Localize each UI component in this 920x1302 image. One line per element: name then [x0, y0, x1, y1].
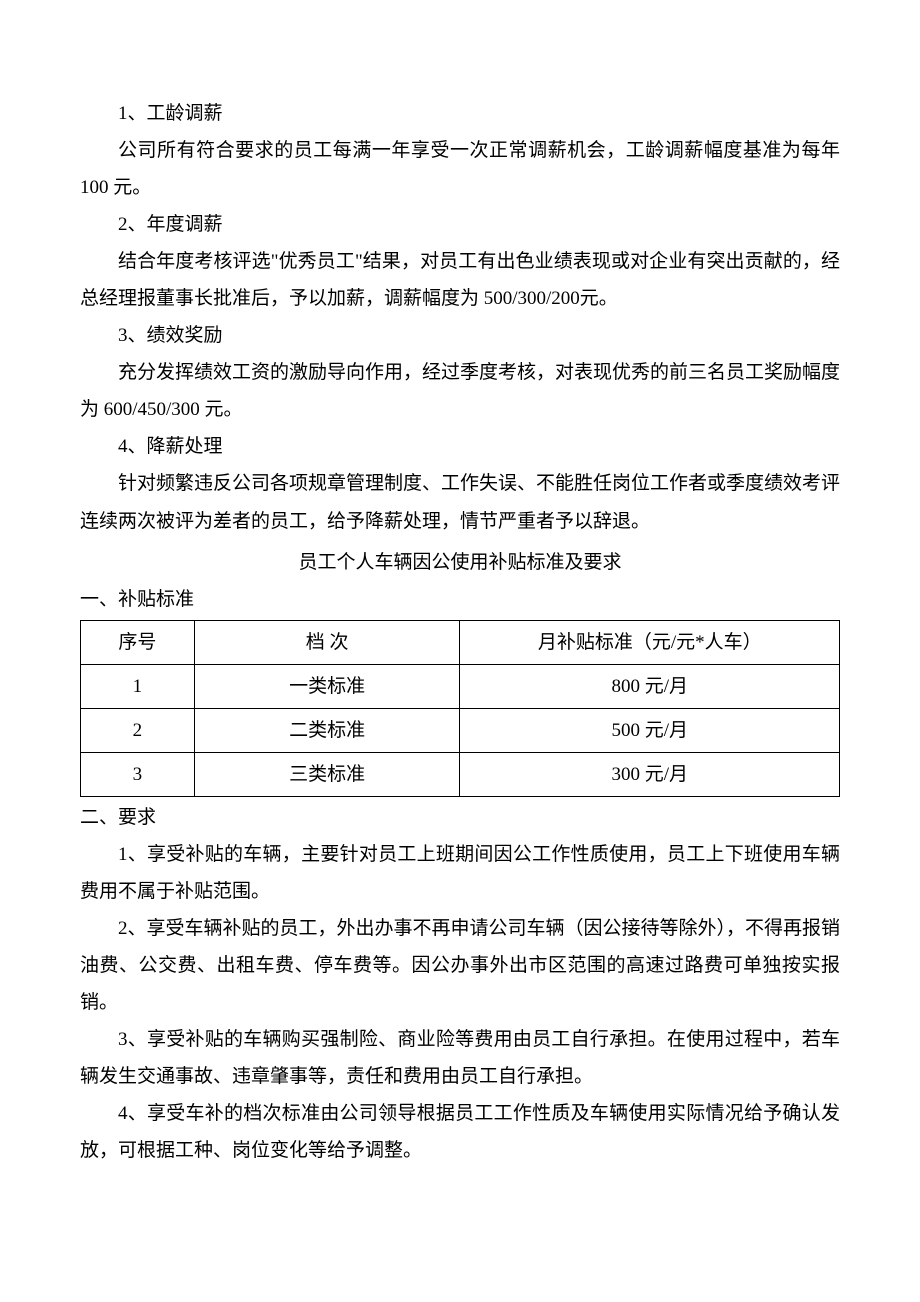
subsidy-table: 序号 档 次 月补贴标准（元/元*人车） 1 一类标准 800 元/月 2 二类…: [80, 620, 840, 797]
table-row: 3 三类标准 300 元/月: [81, 752, 840, 796]
subsidy-section-1: 一、补贴标准: [80, 581, 840, 618]
item-3-body: 充分发挥绩效工资的激励导向作用，经过季度考核，对表现优秀的前三名员工奖励幅度为 …: [80, 354, 840, 428]
cell-level: 一类标准: [194, 664, 460, 708]
cell-level: 二类标准: [194, 708, 460, 752]
cell-amount: 500 元/月: [460, 708, 840, 752]
cell-amount: 800 元/月: [460, 664, 840, 708]
item-4-body: 针对频繁违反公司各项规章管理制度、工作失误、不能胜任岗位工作者或季度绩效考评连续…: [80, 465, 840, 539]
cell-no: 2: [81, 708, 195, 752]
req-3: 3、享受补贴的车辆购买强制险、商业险等费用由员工自行承担。在使用过程中，若车辆发…: [80, 1021, 840, 1095]
req-4: 4、享受车补的档次标准由公司领导根据员工工作性质及车辆使用实际情况给予确认发放，…: [80, 1095, 840, 1169]
table-row: 2 二类标准 500 元/月: [81, 708, 840, 752]
cell-amount: 300 元/月: [460, 752, 840, 796]
document-body: 1、工龄调薪 公司所有符合要求的员工每满一年享受一次正常调薪机会，工龄调薪幅度基…: [80, 95, 840, 1169]
subsidy-section-2: 二、要求: [80, 799, 840, 836]
item-1-label: 1、工龄调薪: [80, 95, 840, 132]
table-header-level: 档 次: [194, 620, 460, 664]
req-2: 2、享受车辆补贴的员工，外出办事不再申请公司车辆（因公接待等除外），不得再报销油…: [80, 910, 840, 1021]
cell-no: 1: [81, 664, 195, 708]
subsidy-title: 员工个人车辆因公使用补贴标准及要求: [80, 544, 840, 581]
item-3-label: 3、绩效奖励: [80, 317, 840, 354]
table-header-amount: 月补贴标准（元/元*人车）: [460, 620, 840, 664]
item-2-body: 结合年度考核评选"优秀员工"结果，对员工有出色业绩表现或对企业有突出贡献的，经总…: [80, 243, 840, 317]
table-header-no: 序号: [81, 620, 195, 664]
table-header-row: 序号 档 次 月补贴标准（元/元*人车）: [81, 620, 840, 664]
req-1: 1、享受补贴的车辆，主要针对员工上班期间因公工作性质使用，员工上下班使用车辆费用…: [80, 836, 840, 910]
item-2-label: 2、年度调薪: [80, 206, 840, 243]
cell-level: 三类标准: [194, 752, 460, 796]
table-row: 1 一类标准 800 元/月: [81, 664, 840, 708]
item-4-label: 4、降薪处理: [80, 428, 840, 465]
item-1-body: 公司所有符合要求的员工每满一年享受一次正常调薪机会，工龄调薪幅度基准为每年 10…: [80, 132, 840, 206]
cell-no: 3: [81, 752, 195, 796]
